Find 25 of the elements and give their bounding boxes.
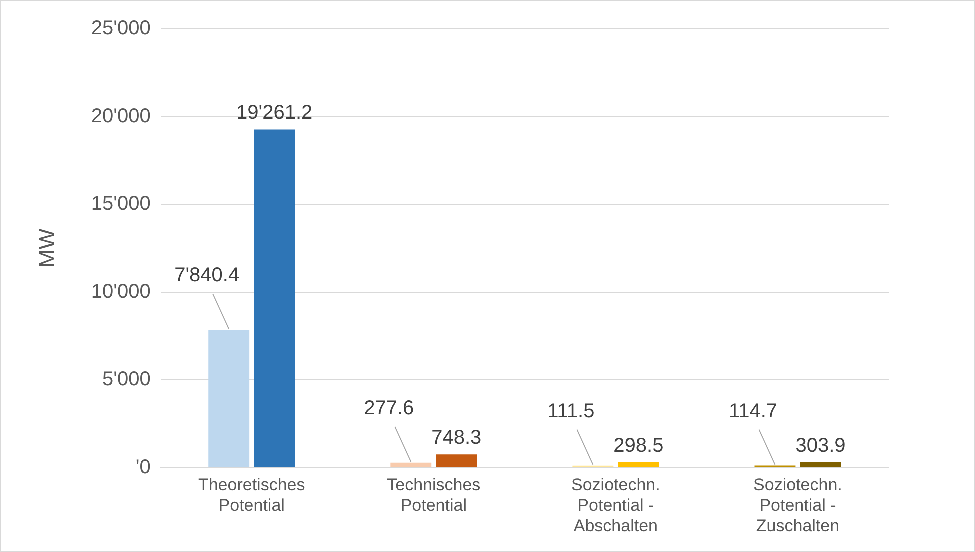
- x-tick-label: Technisches Potential: [387, 476, 481, 516]
- data-label: 19'261.2: [236, 102, 313, 124]
- y-tick-label: 25'000: [91, 18, 151, 40]
- y-tick-label: 20'000: [91, 105, 151, 128]
- data-label: 7'840.4: [174, 264, 240, 287]
- x-tick-label: Soziotechn. Potential - Zuschalten: [754, 476, 842, 536]
- bar: [208, 330, 250, 468]
- y-tick-label: 5'000: [102, 368, 151, 391]
- data-label: 114.7: [728, 400, 778, 422]
- bar: [254, 130, 296, 468]
- y-tick-label: 10'000: [91, 280, 151, 303]
- bar: [800, 462, 842, 468]
- y-tick-label: 15'000: [91, 193, 151, 216]
- data-label: 277.6: [364, 397, 414, 420]
- data-label: 303.9: [796, 434, 846, 457]
- bar: [390, 462, 432, 468]
- y-tick-label: '0: [136, 456, 151, 478]
- x-tick-label: Soziotechn. Potential - Abschalten: [572, 476, 660, 536]
- data-label: 111.5: [548, 400, 595, 422]
- data-label: 298.5: [614, 435, 664, 458]
- bar: [618, 462, 660, 468]
- x-tick-label: Theoretisches Potential: [198, 476, 306, 516]
- bar: [436, 454, 478, 468]
- y-axis-title: MW: [34, 228, 60, 268]
- data-label: 748.3: [432, 427, 482, 450]
